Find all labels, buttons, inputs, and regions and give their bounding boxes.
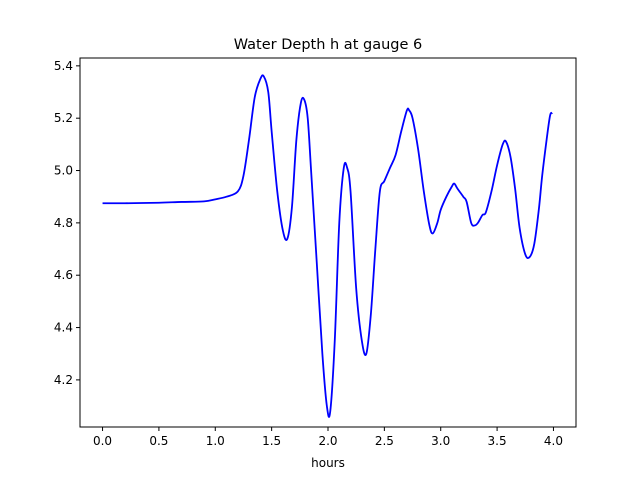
y-tick-label: 5.0 [54,164,73,178]
y-tick-label: 5.2 [54,111,73,125]
y-tick-label: 4.4 [54,321,73,335]
x-tick-label: 3.0 [431,434,450,448]
x-tick-label: 0.0 [93,434,112,448]
x-tick-label: 1.0 [206,434,225,448]
y-axis-ticks: 4.2 4.4 4.6 4.8 5.0 5.2 5.4 [54,59,80,387]
x-tick-label: 1.5 [262,434,281,448]
y-tick-label: 4.8 [54,216,73,230]
x-tick-label: 2.0 [318,434,337,448]
x-tick-label: 4.0 [544,434,563,448]
plot-area [102,74,554,418]
y-tick-label: 4.6 [54,268,73,282]
x-axis-ticks: 0.0 0.5 1.0 1.5 2.0 2.5 3.0 3.5 4.0 [93,427,563,448]
chart-title: Water Depth h at gauge 6 [234,37,422,53]
x-axis-label: hours [311,456,345,470]
y-tick-label: 5.4 [54,59,73,73]
x-tick-label: 3.5 [488,434,507,448]
x-tick-label: 2.5 [375,434,394,448]
series-line [102,74,554,418]
y-tick-label: 4.2 [54,373,73,387]
axes-frame [79,57,577,428]
x-tick-label: 0.5 [149,434,168,448]
